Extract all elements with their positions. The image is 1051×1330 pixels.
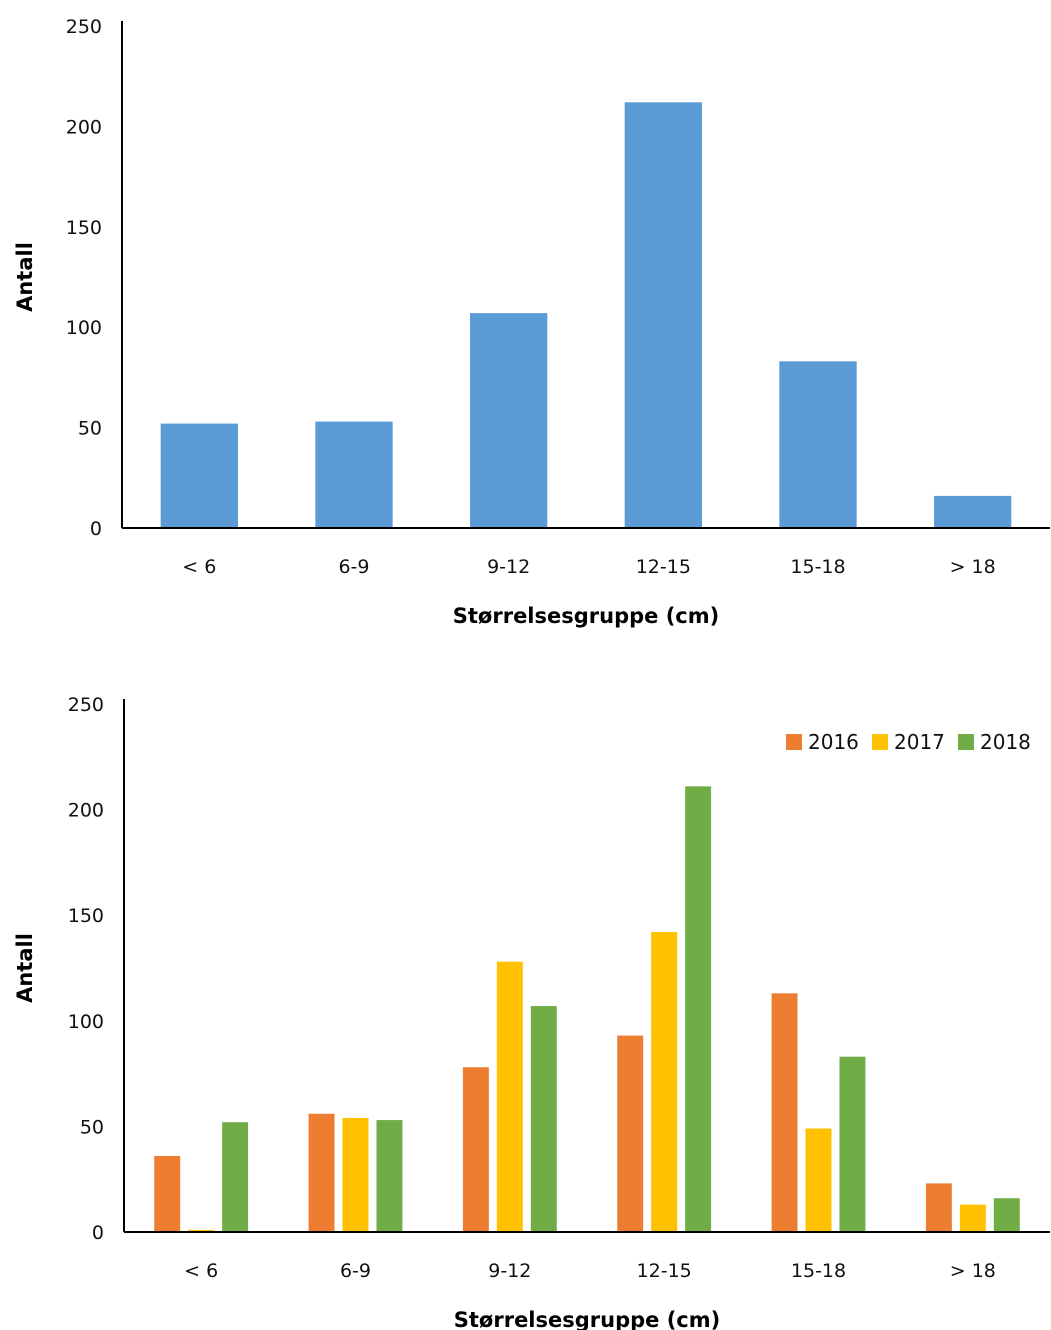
bar: [934, 495, 1012, 528]
y-axis-title: Antall: [13, 242, 37, 312]
x-tick-label: 12-15: [636, 556, 691, 578]
y-tick-label: 50: [80, 1116, 104, 1138]
bar: [308, 1113, 335, 1232]
legend-swatch: [872, 734, 888, 750]
x-tick-label: < 6: [182, 556, 216, 578]
x-tick-label: 15-18: [790, 556, 845, 578]
y-tick-label: 100: [66, 317, 102, 339]
x-axis-title: Størrelsesgruppe (cm): [453, 604, 719, 628]
bar: [315, 421, 393, 528]
size-distribution-chart-by-year: 0 50 100 150 200 250 < 6 6-9 9-12 12-15 15-18 > 18 S…: [0, 660, 1051, 1330]
x-tick-label: > 18: [950, 556, 996, 578]
x-tick-label: < 6: [184, 1260, 218, 1282]
bar: [376, 1120, 403, 1232]
x-tick-label: > 18: [950, 1260, 996, 1282]
y-axis-title: Antall: [13, 933, 37, 1003]
y-tick-label: 250: [66, 16, 102, 38]
bar: [993, 1198, 1020, 1232]
size-distribution-chart-total: 0 50 100 150 200 250 < 6 6-9 9-12 12-15 15-18 > 18 S…: [0, 0, 1051, 650]
legend-label: 2016: [808, 730, 859, 754]
bar: [925, 1183, 952, 1232]
legend-swatch: [786, 734, 802, 750]
x-axis-title: Størrelsesgruppe (cm): [454, 1308, 720, 1330]
bar: [462, 1067, 489, 1232]
bar: [617, 1035, 644, 1232]
y-tick-label: 150: [66, 217, 102, 239]
bar: [222, 1122, 249, 1232]
legend-swatch: [958, 734, 974, 750]
bar: [188, 1229, 215, 1232]
bar: [805, 1128, 832, 1232]
y-tick-label: 250: [68, 694, 104, 716]
bar: [779, 361, 857, 528]
y-tick-label: 100: [68, 1011, 104, 1033]
x-tick-label: 6-9: [338, 556, 369, 578]
x-tick-label: 15-18: [791, 1260, 846, 1282]
legend-label: 2018: [980, 730, 1031, 754]
bar: [530, 1006, 557, 1232]
bar: [160, 423, 238, 528]
x-tick-label: 9-12: [488, 1260, 531, 1282]
y-tick-label: 50: [78, 418, 102, 440]
bar: [470, 313, 548, 528]
y-tick-label: 200: [68, 800, 104, 822]
y-tick-label: 200: [66, 116, 102, 138]
x-tick-label: 6-9: [340, 1260, 371, 1282]
bar: [496, 961, 523, 1232]
bar: [154, 1155, 181, 1232]
bar: [342, 1117, 369, 1232]
x-tick-label: 12-15: [637, 1260, 692, 1282]
bar: [624, 102, 702, 528]
bar: [839, 1056, 866, 1232]
chart-top-svg: 0 50 100 150 200 250 < 6 6-9 9-12 12-15 15-18 > 18 S…: [13, 16, 1050, 628]
legend-label: 2017: [894, 730, 945, 754]
y-tick-label: 0: [90, 518, 102, 540]
chart-bottom-svg: 0 50 100 150 200 250 < 6 6-9 9-12 12-15 15-18 > 18 S…: [13, 694, 1050, 1330]
y-tick-label: 150: [68, 905, 104, 927]
bar: [959, 1204, 986, 1232]
bar: [771, 993, 798, 1232]
bar: [685, 786, 712, 1232]
bar: [651, 932, 678, 1232]
y-tick-label: 0: [92, 1222, 104, 1244]
x-tick-label: 9-12: [487, 556, 530, 578]
